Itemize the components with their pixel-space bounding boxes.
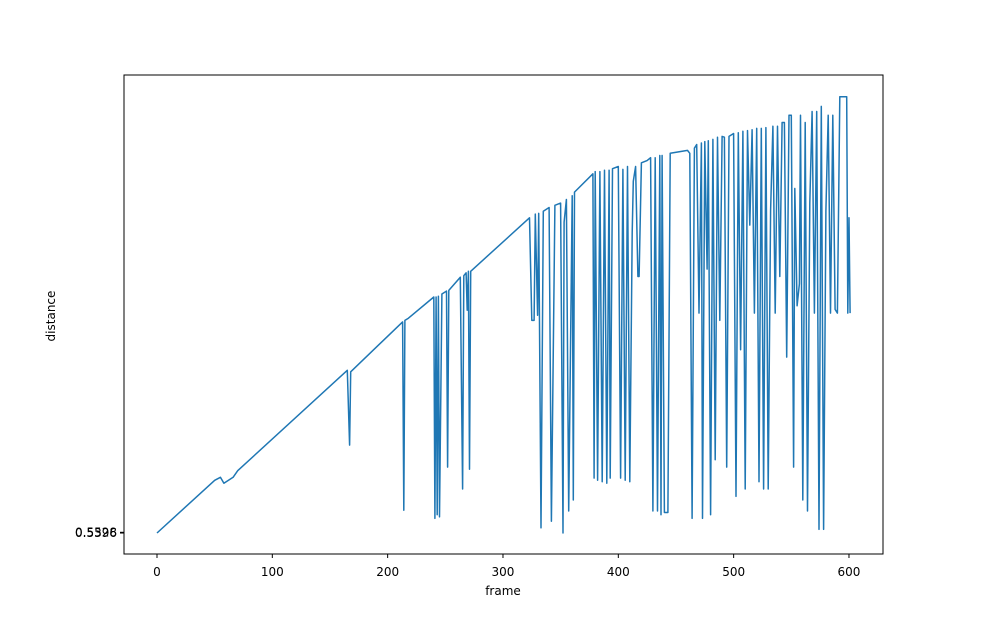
y-axis-label: distance <box>44 291 58 342</box>
y-tick-label: 0.5528 <box>75 525 117 539</box>
plot-frame <box>123 74 884 555</box>
line-series <box>156 96 851 534</box>
x-tick-label: 200 <box>376 565 399 579</box>
x-tick-label: 500 <box>722 565 745 579</box>
x-tick-label: 0 <box>153 565 161 579</box>
x-tick-label: 400 <box>607 565 630 579</box>
x-tick-label: 300 <box>492 565 515 579</box>
x-axis-label: frame <box>485 584 521 598</box>
y-tick-label: 0.5396 <box>75 526 117 540</box>
x-tick-label: 100 <box>261 565 284 579</box>
x-tick-label: 600 <box>838 565 861 579</box>
